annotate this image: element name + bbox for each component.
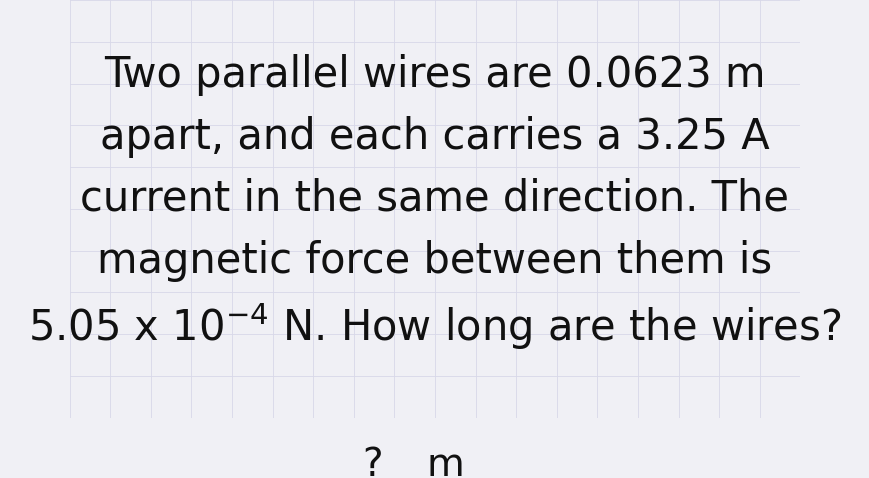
Text: current in the same direction. The: current in the same direction. The <box>81 178 788 220</box>
Text: 5.05 x 10$^{-4}$ N. How long are the wires?: 5.05 x 10$^{-4}$ N. How long are the wir… <box>29 302 840 352</box>
Text: magnetic force between them is: magnetic force between them is <box>97 239 772 282</box>
FancyBboxPatch shape <box>342 435 402 478</box>
Text: m: m <box>427 445 464 478</box>
Text: apart, and each carries a 3.25 A: apart, and each carries a 3.25 A <box>100 116 769 158</box>
Text: Two parallel wires are 0.0623 m: Two parallel wires are 0.0623 m <box>104 54 765 96</box>
Text: ?: ? <box>362 445 382 478</box>
